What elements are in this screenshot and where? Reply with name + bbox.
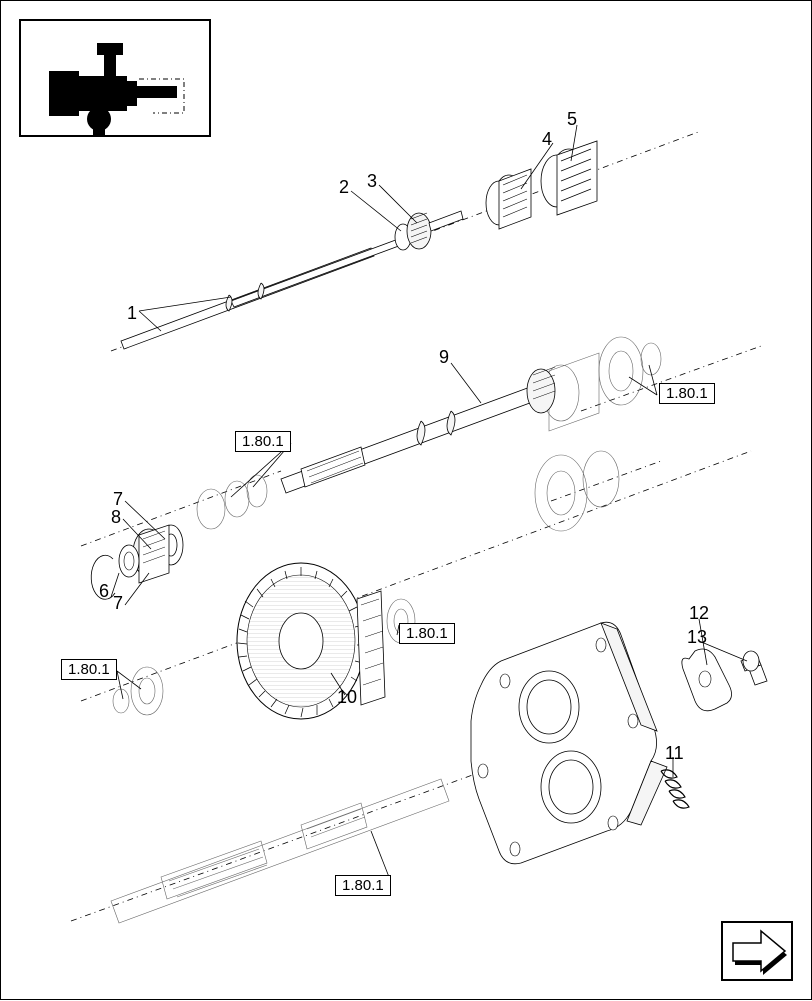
refbox-5: 1.80.1 — [335, 875, 391, 896]
part-9-shaft — [281, 367, 555, 493]
callout-12: 12 — [689, 603, 709, 624]
ghost-spline-right — [543, 353, 599, 431]
ghost-bearing-right — [599, 337, 661, 405]
refbox-2: 1.80.1 — [235, 431, 291, 452]
part-1-shaft — [121, 238, 404, 349]
callout-8: 8 — [111, 507, 121, 528]
callout-4: 4 — [542, 129, 552, 150]
callout-6: 6 — [99, 581, 109, 602]
callout-1: 1 — [127, 303, 137, 324]
callout-11: 11 — [665, 743, 684, 764]
refbox-1: 1.80.1 — [659, 383, 715, 404]
part-10-gear — [237, 563, 385, 719]
refbox-3: 1.80.1 — [399, 623, 455, 644]
nav-next-button[interactable] — [721, 921, 793, 981]
callout-2: 2 — [339, 177, 349, 198]
thumbnail-box — [19, 19, 211, 137]
part-12-13 — [682, 649, 767, 711]
thumbnail-svg — [21, 21, 213, 139]
callout-13: 13 — [687, 627, 707, 648]
refbox-4: 1.80.1 — [61, 659, 117, 680]
part-2-3 — [395, 211, 463, 250]
callout-7b: 7 — [113, 593, 123, 614]
arrow-icon — [723, 923, 795, 983]
callout-3: 3 — [367, 171, 377, 192]
callout-5: 5 — [567, 109, 577, 130]
plate — [471, 622, 667, 864]
part-11-spring — [661, 770, 689, 808]
part-4-5 — [486, 141, 597, 229]
callout-10: 10 — [337, 687, 357, 708]
callout-9: 9 — [439, 347, 449, 368]
ghost-lower-shaft — [111, 779, 449, 923]
